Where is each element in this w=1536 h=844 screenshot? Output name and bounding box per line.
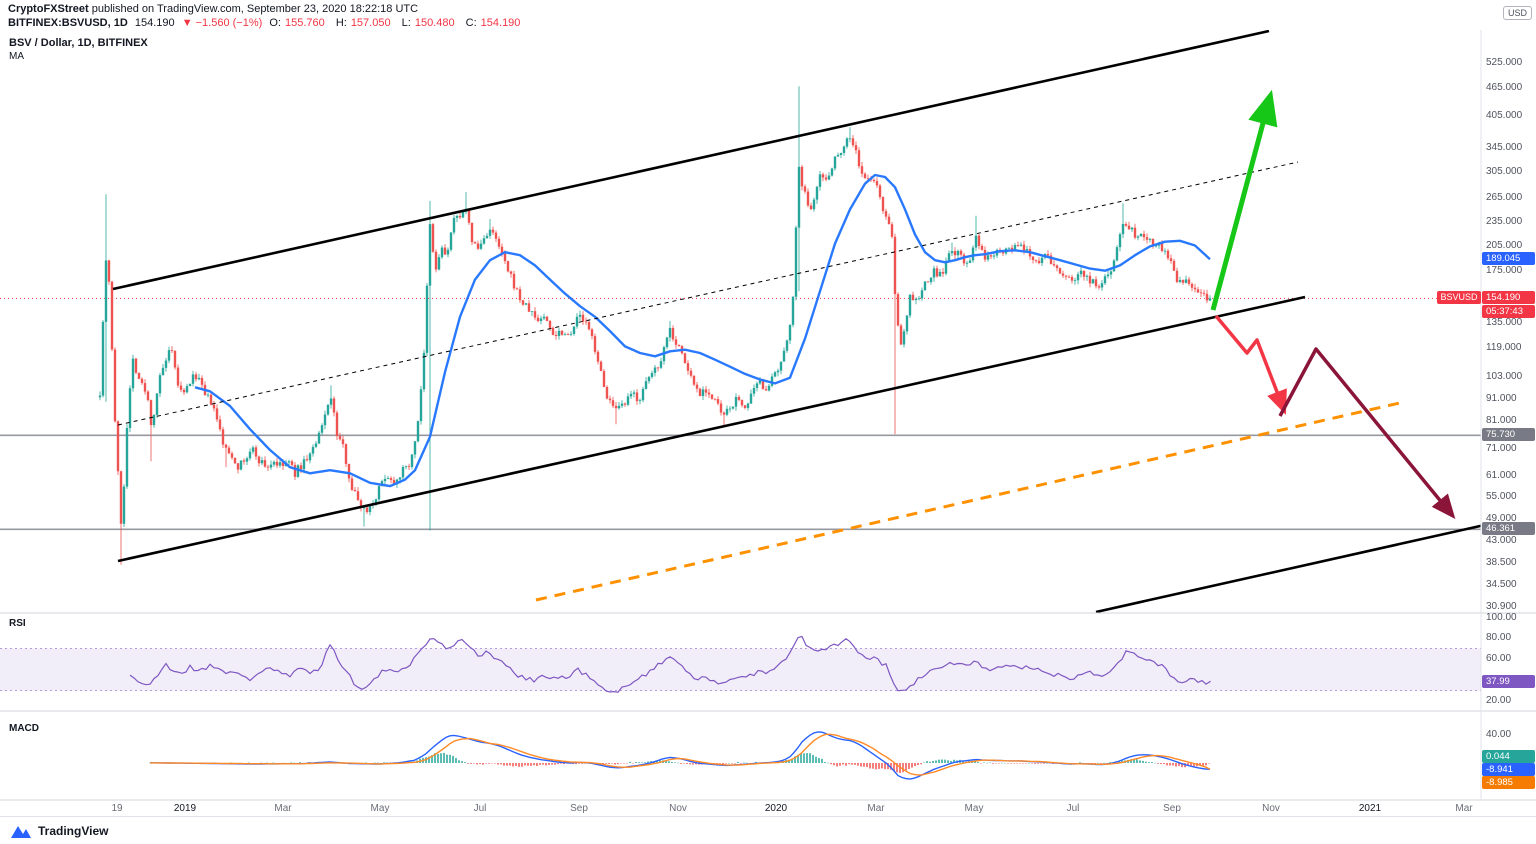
tradingview-brand[interactable]: TradingView [38,823,109,838]
tradingview-logo-icon[interactable] [10,822,32,839]
price-scale-label: 43.000 [1486,535,1517,546]
price-scale-label: 38.500 [1486,557,1517,568]
price-scale-label: 30.900 [1486,601,1517,612]
price-scale-label: 135.000 [1486,317,1523,328]
price-scale-label: 205.000 [1486,240,1523,251]
close-value: C: 154.190 [465,17,521,29]
price-scale-label: 20.00 [1486,695,1512,706]
currency-button[interactable]: USD [1503,6,1533,20]
macd-signal-badge: -8.985 [1482,776,1535,789]
hline-46-badge: 46.361 [1482,522,1535,535]
price-scale-label: 265.000 [1486,192,1523,203]
price-scale-label: 103.000 [1486,371,1523,382]
price-scale-label: 100.00 [1486,612,1517,623]
publish-line: CryptoFXStreet published on TradingView.… [8,3,528,15]
price-scale-label: 49.000 [1486,513,1517,524]
ma-indicator-label: MA [9,51,24,62]
high-value: H: 157.050 [335,17,391,29]
price-scale-label: 81.000 [1486,415,1517,426]
open-value: O: 155.760 [269,17,325,29]
price-scale-label: 60.00 [1486,653,1512,664]
symbol-price-tag: BSVUSD [1437,291,1481,304]
macd-hist-badge: 0.044 [1482,750,1535,763]
price-scale-label: 80.00 [1486,632,1512,643]
price-scale[interactable]: USD 189.045 154.190 05:37:43 75.730 46.3… [1481,0,1536,816]
price-scale-label: 40.00 [1486,729,1512,740]
price-scale-label: 465.000 [1486,82,1523,93]
price-scale-label: 525.000 [1486,57,1523,68]
price-scale-label: 91.000 [1486,393,1517,404]
chart-canvas[interactable] [0,0,1536,816]
footer: TradingView [0,816,1536,844]
price-scale-label: 34.500 [1486,579,1517,590]
rsi-value-badge: 37.99 [1482,675,1535,688]
price-scale-label: 345.000 [1486,142,1523,153]
low-value: L: 150.480 [401,17,455,29]
last-price-badge: 154.190 [1482,291,1535,304]
price-scale-label: 405.000 [1486,110,1523,121]
price-scale-label: 235.000 [1486,216,1523,227]
publish-header: CryptoFXStreet published on TradingView.… [8,3,528,29]
price-scale-label: 71.000 [1486,443,1517,454]
hline-75-badge: 75.730 [1482,428,1535,441]
rsi-pane-label: RSI [9,618,26,629]
price-scale-label: 175.000 [1486,265,1523,276]
last-price: 154.190 [134,17,175,29]
publish-info: published on TradingView.com, September … [88,3,419,15]
publisher-name: CryptoFXStreet [8,3,89,15]
price-change: ▼ −1.560 (−1%) [181,17,263,29]
macd-line-badge: -8.941 [1482,763,1535,776]
price-scale-label: 55.000 [1486,491,1517,502]
countdown-badge: 05:37:43 [1482,305,1535,318]
ma-value-badge: 189.045 [1482,252,1535,265]
price-scale-label: 119.000 [1486,342,1522,353]
macd-pane-label: MACD [9,723,39,734]
price-scale-label: 61.000 [1486,470,1517,481]
symbol-title: BITFINEX:BSVUSD, 1D [8,17,128,29]
quote-line: BITFINEX:BSVUSD, 1D 154.190 ▼ −1.560 (−1… [8,17,528,29]
chart-title: BSV / Dollar, 1D, BITFINEX [9,37,148,49]
price-scale-label: 305.000 [1486,166,1523,177]
